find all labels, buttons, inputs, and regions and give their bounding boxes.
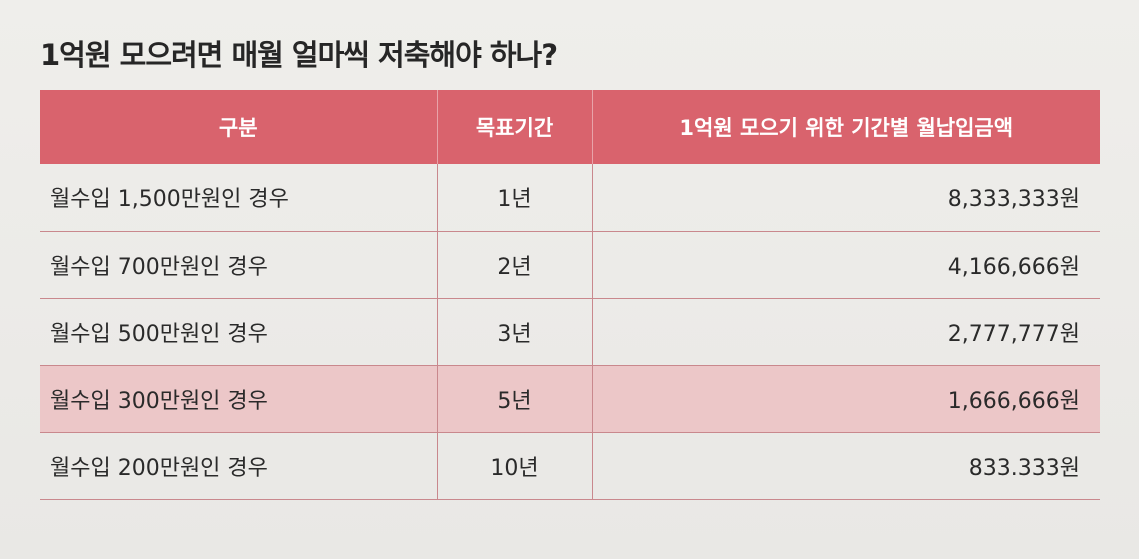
table-header-row: 구분 목표기간 1억원 모으기 위한 기간별 월납입금액 xyxy=(40,90,1100,164)
row-label: 월수입 300만원인 경우 xyxy=(40,365,438,433)
table-row: 월수입 1,500만원인 경우 1년 8,333,333원 xyxy=(40,164,1100,232)
row-amount: 2,777,777원 xyxy=(592,298,1100,366)
row-period: 5년 xyxy=(437,365,593,433)
header-monthly-payment: 1억원 모으기 위한 기간별 월납입금액 xyxy=(679,116,1014,140)
savings-table: 구분 목표기간 1억원 모으기 위한 기간별 월납입금액 월수입 1,500만원… xyxy=(40,90,1100,500)
row-amount: 1,666,666원 xyxy=(592,365,1100,433)
row-label: 월수입 500만원인 경우 xyxy=(40,298,438,366)
row-period: 1년 xyxy=(437,164,593,232)
row-label: 월수입 1,500만원인 경우 xyxy=(40,164,438,232)
row-period: 10년 xyxy=(437,432,593,500)
table-row-highlighted: 월수입 300만원인 경우 5년 1,666,666원 xyxy=(40,365,1100,433)
table-row: 월수입 200만원인 경우 10년 833.333원 xyxy=(40,432,1100,500)
row-amount: 8,333,333원 xyxy=(592,164,1100,232)
table-row: 월수입 700만원인 경우 2년 4,166,666원 xyxy=(40,231,1100,299)
header-target-period: 목표기간 xyxy=(437,90,593,164)
table-row: 월수입 500만원인 경우 3년 2,777,777원 xyxy=(40,298,1100,366)
header-category: 구분 xyxy=(40,90,438,164)
row-period: 3년 xyxy=(437,298,593,366)
row-amount: 833.333원 xyxy=(592,432,1100,500)
row-period: 2년 xyxy=(437,231,593,299)
row-label: 월수입 200만원인 경우 xyxy=(40,432,438,500)
row-label: 월수입 700만원인 경우 xyxy=(40,231,438,299)
page-title: 1억원 모으려면 매월 얼마씩 저축해야 하나? xyxy=(40,38,558,72)
row-amount: 4,166,666원 xyxy=(592,231,1100,299)
